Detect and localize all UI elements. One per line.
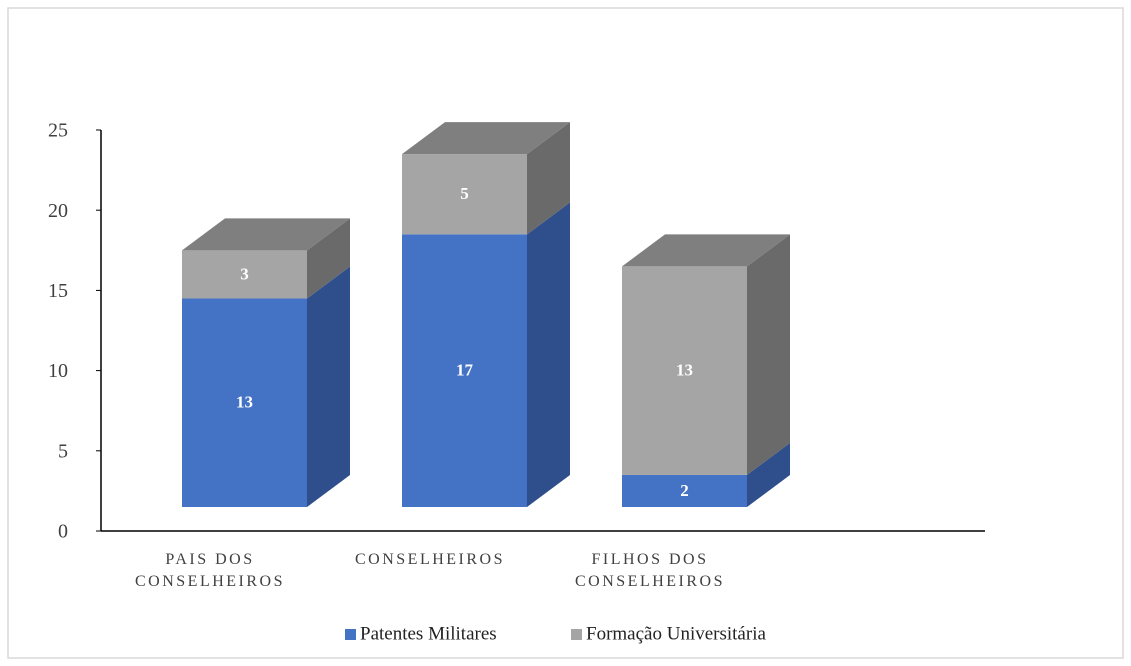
bar-top	[402, 122, 570, 155]
bar-side	[527, 122, 570, 235]
bar	[182, 250, 307, 299]
bar	[182, 298, 307, 507]
data-label: 3	[240, 264, 249, 283]
bar-side	[527, 202, 570, 507]
legend-label: Formação Universitária	[586, 623, 766, 644]
data-label: 13	[236, 393, 253, 412]
y-tick-label: 10	[48, 360, 68, 382]
y-tick-label: 0	[58, 521, 68, 543]
bar-side	[307, 266, 350, 507]
bar-top	[182, 218, 350, 251]
data-label: 5	[460, 184, 469, 203]
bar	[622, 474, 747, 507]
bar-top	[622, 234, 790, 267]
bar	[402, 234, 527, 507]
bar-side	[747, 442, 790, 507]
x-tick-label: FILHOS DOS CONSELHEIROS	[575, 551, 725, 590]
x-tick-label: PAIS DOS CONSELHEIROS	[135, 551, 285, 590]
y-tick-label: 15	[48, 280, 68, 302]
data-label: 2	[680, 481, 689, 500]
bar-side	[307, 218, 350, 299]
data-label: 13	[676, 361, 693, 380]
x-tick-label: CONSELHEIROS	[355, 551, 505, 568]
legend-swatch	[345, 629, 356, 640]
y-tick-label: 5	[58, 440, 68, 462]
legend-label: Patentes Militares	[360, 623, 497, 644]
legend-swatch	[571, 629, 582, 640]
y-tick-label: 20	[48, 200, 68, 222]
bar	[402, 154, 527, 235]
data-label: 17	[456, 361, 474, 380]
y-tick-label: 25	[48, 120, 68, 142]
bar-side	[747, 234, 790, 475]
bar	[622, 266, 747, 475]
